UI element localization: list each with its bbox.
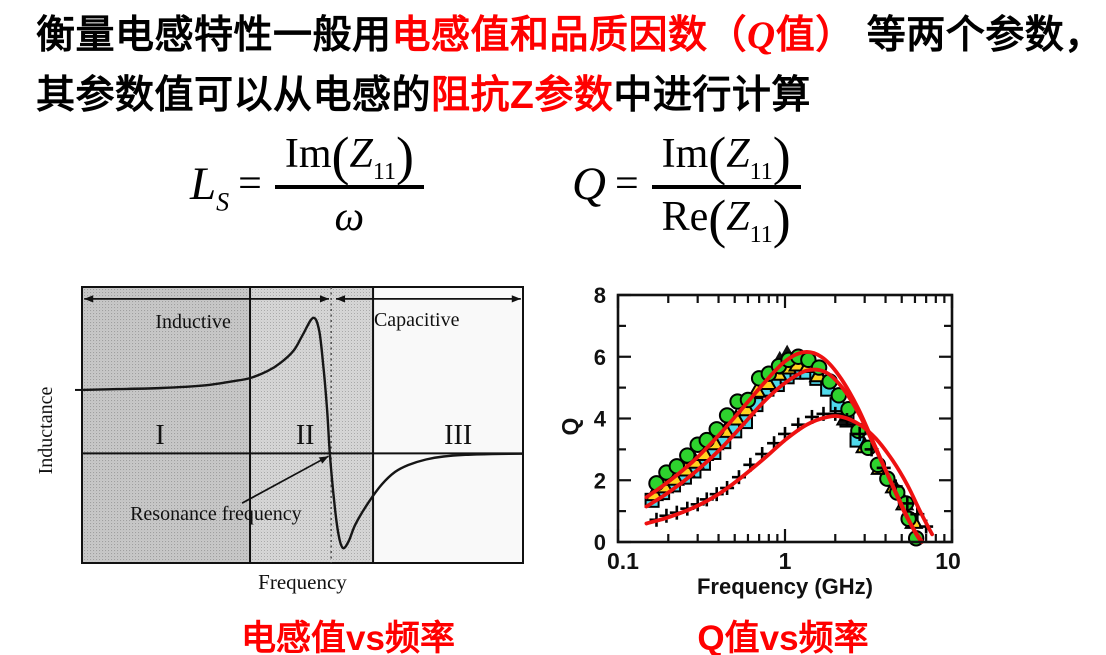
equals-sign: = — [614, 161, 639, 208]
svg-text:4: 4 — [594, 407, 607, 432]
formula-q-fraction: Im(Z11) Re(Z11) — [651, 128, 801, 250]
svg-text:10: 10 — [935, 548, 961, 574]
title-l1-red-q: Q — [747, 14, 776, 57]
svg-text:Inductance: Inductance — [35, 387, 57, 475]
inductance-vs-frequency-chart: Inductive Capacitive I II III Resonance frequ… — [30, 280, 530, 595]
equals-sign: = — [238, 161, 262, 208]
formula-inductance: LS = Im(Z11) ω — [190, 128, 424, 240]
formula-ls-fraction: Im(Z11) ω — [274, 128, 424, 241]
svg-text:Resonance frequency: Resonance frequency — [130, 503, 302, 525]
axis-ticks — [616, 293, 954, 544]
title-l1-red-head: 电感值和品质因数（ — [391, 14, 748, 57]
q-vs-frequency-chart: 0 2 4 6 8 0.1 1 10 Frequency (GHz) Q — [558, 278, 1000, 610]
formula-q-numerator: Im(Z11) — [651, 128, 801, 190]
caption-q: Q值vs频率 — [697, 619, 869, 655]
inductance-curve — [81, 316, 524, 550]
svg-text:I: I — [155, 420, 164, 451]
title-l1-black-tail: 等两个参数， — [866, 14, 1104, 57]
svg-text:1: 1 — [779, 548, 792, 574]
title-l2-red: 阻抗Z参数 — [431, 74, 614, 117]
formula-ls-numerator: Im(Z11) — [274, 128, 424, 190]
title-line-2: 其参数值可以从电感的阻抗Z参数中进行计算 — [36, 66, 1096, 126]
formula-q-lhs: Q — [572, 157, 606, 210]
svg-text:II: II — [296, 420, 315, 451]
title-line-1: 衡量电感特性一般用电感值和品质因数（Q值） 等两个参数， — [36, 6, 1103, 66]
svg-text:Frequency (GHz): Frequency (GHz) — [697, 574, 873, 599]
title-l1-black-lead: 衡量电感特性一般用 — [36, 14, 392, 57]
svg-text:8: 8 — [594, 283, 606, 308]
caption-inductance: 电感值vs频率 — [241, 619, 455, 655]
q-plot: 0 2 4 6 8 0.1 1 10 Frequency (GHz) Q — [558, 283, 961, 599]
zone-arrows — [84, 295, 521, 303]
formula-quality-factor: Q = Im(Z11) Re(Z11) — [572, 128, 801, 250]
svg-text:0: 0 — [594, 530, 606, 555]
slide-title: 衡量电感特性一般用电感值和品质因数（Q值） 等两个参数， 其参数值可以从电感的阻抗… — [36, 6, 1103, 126]
resonance-annotation: Resonance frequency — [130, 455, 329, 525]
svg-text:2: 2 — [594, 468, 606, 493]
title-l2-black-tail: 中进行计算 — [613, 74, 811, 117]
q-fit-curves — [644, 350, 934, 544]
svg-text:6: 6 — [594, 345, 606, 370]
q-series-circles — [648, 348, 925, 547]
svg-text:III: III — [444, 420, 472, 451]
title-l1-red-tail: 值） — [775, 14, 855, 57]
formula-ls-denominator: ω — [334, 194, 365, 241]
formula-ls-lhs: LS — [190, 157, 230, 217]
title-l2-black-lead: 其参数值可以从电感的 — [36, 74, 432, 117]
svg-text:Capacitive: Capacitive — [374, 309, 460, 331]
formula-q-denominator: Re(Z11) — [661, 189, 791, 250]
svg-text:Inductive: Inductive — [155, 311, 231, 333]
svg-text:0.1: 0.1 — [607, 548, 639, 574]
svg-text:Frequency: Frequency — [258, 570, 347, 594]
svg-text:Q: Q — [558, 418, 583, 436]
q-chart-svg: 0 2 4 6 8 0.1 1 10 Frequency (GHz) Q — [558, 283, 961, 599]
